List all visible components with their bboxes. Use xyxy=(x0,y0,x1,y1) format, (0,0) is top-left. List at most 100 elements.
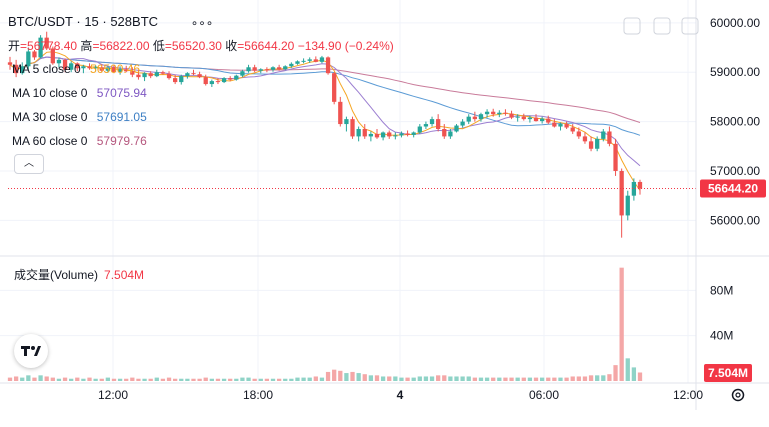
indicator-ma60[interactable]: MA 60 close 0 57979.76 xyxy=(8,132,151,150)
volume-axis[interactable]: 80M 40M xyxy=(710,283,733,342)
volume-bar xyxy=(344,373,349,381)
candle-body xyxy=(111,67,117,73)
candle-body xyxy=(607,131,612,144)
candle-body xyxy=(56,59,62,64)
volume-bar xyxy=(325,371,331,381)
volume-bar xyxy=(356,373,361,381)
up-arrow-button[interactable] xyxy=(623,17,641,35)
volume-bar xyxy=(362,374,367,381)
candle-body xyxy=(38,37,43,58)
candle-body xyxy=(289,63,294,67)
candle-body xyxy=(228,78,233,80)
volume-bar xyxy=(515,377,520,381)
volume-bar xyxy=(191,378,196,381)
candle-body xyxy=(362,129,367,137)
volume-bar xyxy=(93,378,98,381)
down-arrow-button[interactable] xyxy=(653,17,671,35)
volume-bar xyxy=(533,377,539,381)
price-tick-label: 57000.00 xyxy=(710,164,760,178)
volume-legend[interactable]: 成交量(Volume) 7.504M xyxy=(14,266,144,283)
maximize-button[interactable] xyxy=(681,17,699,35)
candle-body xyxy=(173,78,178,83)
volume-bar xyxy=(448,376,453,381)
close-label: 收 xyxy=(225,39,238,53)
volume-bar xyxy=(503,377,508,381)
volume-bar xyxy=(509,377,514,381)
more-dots-icon[interactable]: ∘∘∘ xyxy=(190,16,214,30)
volume-bar xyxy=(246,377,251,381)
indicator-ma5[interactable]: MA 5 close 0 56500.46 xyxy=(8,60,144,78)
volume-bar xyxy=(338,370,343,381)
candle-body xyxy=(442,129,447,137)
collapse-legend-button[interactable]: ︿ xyxy=(14,154,44,174)
volume-bar xyxy=(491,377,496,381)
volume-bar xyxy=(399,377,404,381)
volume-tick-label: 80M xyxy=(710,283,733,297)
tradingview-logo-icon xyxy=(21,346,41,356)
candle-body xyxy=(221,78,227,83)
candle-body xyxy=(423,124,429,127)
candle-body xyxy=(521,116,526,120)
volume-bar xyxy=(332,369,337,381)
volume-tick-label: 40M xyxy=(710,329,733,343)
candle-body xyxy=(270,67,276,70)
header-buttons[interactable] xyxy=(623,17,699,35)
candle-body xyxy=(466,116,471,122)
candle-body xyxy=(185,73,190,77)
ma30-line xyxy=(9,56,641,136)
tradingview-logo[interactable] xyxy=(14,334,48,368)
price-axis[interactable]: 60000.00 59000.00 58000.00 57000.00 56000.00 xyxy=(710,16,760,228)
candle-body xyxy=(117,69,123,73)
volume-bar xyxy=(613,365,618,381)
close-value: =56644.20 xyxy=(237,39,295,53)
volume-bar xyxy=(215,378,221,381)
volume-bar xyxy=(423,376,429,381)
volume-label: 成交量(Volume) xyxy=(14,268,99,282)
candle-body xyxy=(497,112,502,115)
candle-body xyxy=(332,73,337,102)
volume-bar xyxy=(478,377,484,381)
volume-bar xyxy=(374,375,380,381)
candle-body xyxy=(179,76,184,83)
volume-bar xyxy=(289,378,294,381)
volume-bar xyxy=(124,378,129,381)
volume-bar xyxy=(197,378,202,381)
volume-bar xyxy=(631,367,637,381)
candle-body xyxy=(448,131,453,137)
volume-bar xyxy=(442,375,447,381)
candle-body xyxy=(484,111,490,115)
volume-bar xyxy=(173,378,178,381)
candle-body xyxy=(166,73,172,79)
volume-bar xyxy=(552,377,557,381)
volume-bar xyxy=(405,377,410,381)
candle-body xyxy=(124,69,129,72)
candle-body xyxy=(191,73,196,75)
price-tick-label: 58000.00 xyxy=(710,115,760,129)
volume-bar xyxy=(111,378,117,381)
candle-body xyxy=(350,119,355,137)
candle-body xyxy=(69,63,74,70)
symbol-title[interactable]: BTC/USDT · 15 · 528BTC xyxy=(8,14,158,29)
volume-bar xyxy=(472,377,477,381)
candle-body xyxy=(130,71,135,75)
indicator-ma30[interactable]: MA 30 close 0 57691.05 xyxy=(8,108,151,126)
indicator-ma10[interactable]: MA 10 close 0 57075.94 xyxy=(8,84,151,102)
volume-bar xyxy=(234,378,239,381)
candle-body xyxy=(503,112,508,114)
candle-body xyxy=(387,132,392,137)
settings-icon[interactable] xyxy=(731,388,745,402)
candle-body xyxy=(44,37,49,49)
candle-body xyxy=(258,69,263,71)
candle-body xyxy=(509,113,514,118)
volume-bar xyxy=(429,376,435,381)
candle-body xyxy=(417,126,422,133)
volume-bar xyxy=(117,378,123,381)
volume-bar xyxy=(368,375,374,381)
time-axis[interactable]: 12:00 18:00 4 06:00 12:00 xyxy=(98,388,703,402)
volume-bar xyxy=(564,377,569,381)
candle-body xyxy=(582,136,588,142)
volume-value: 7.504M xyxy=(104,268,145,282)
candle-body xyxy=(313,59,318,62)
